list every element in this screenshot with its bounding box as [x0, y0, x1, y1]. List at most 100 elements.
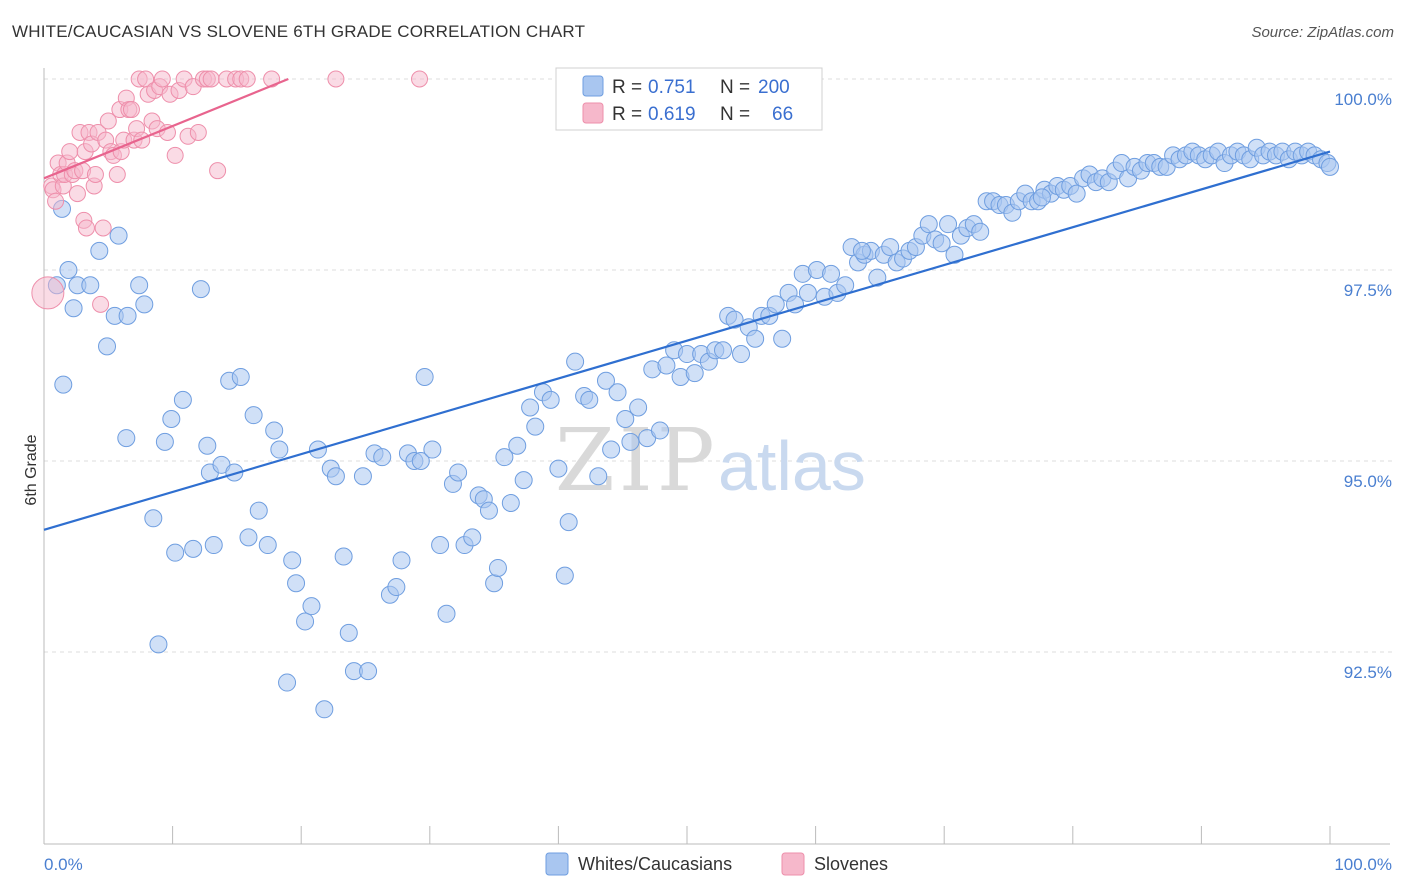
data-point-whites — [326, 467, 345, 486]
data-point-whites — [225, 463, 244, 482]
data-point-whites — [449, 463, 468, 482]
data-point-whites — [932, 234, 951, 253]
data-point-whites — [580, 390, 599, 409]
data-point-whites — [198, 436, 217, 455]
data-point-whites — [566, 352, 585, 371]
data-point-whites — [283, 551, 302, 570]
data-point-slovenes — [86, 166, 104, 183]
data-point-whites — [162, 409, 181, 428]
data-point-whites — [495, 448, 514, 467]
data-point-slovenes — [108, 166, 126, 183]
y-tick-label: 100.0% — [1334, 90, 1392, 109]
watermark: ZIP atlas — [555, 411, 866, 511]
data-point-whites — [339, 623, 358, 642]
data-point-whites — [244, 406, 263, 425]
data-point-whites — [945, 245, 964, 264]
data-point-whites — [602, 440, 621, 459]
data-point-whites — [302, 597, 321, 616]
data-point-whites — [431, 536, 450, 555]
data-point-whites — [270, 440, 289, 459]
series-legend: Whites/Caucasians Slovenes — [545, 852, 888, 876]
legend-r-label-2: R = — [612, 104, 642, 125]
data-point-whites — [278, 673, 297, 692]
tick-labels: 92.5% 95.0% 97.5% 100.0% 0.0% 100.0% — [44, 90, 1392, 874]
data-point-slovenes — [209, 162, 227, 180]
chart-source: Source: ZipAtlas.com — [1251, 24, 1394, 41]
data-point-whites — [939, 215, 958, 234]
data-point-slovenes — [153, 70, 171, 88]
data-point-whites — [657, 356, 676, 375]
data-point-whites — [555, 566, 574, 585]
data-point-slovenes — [189, 123, 207, 141]
data-point-whites — [798, 283, 817, 302]
data-point-whites — [514, 471, 533, 490]
data-point-slovenes — [92, 295, 110, 313]
data-point-whites — [315, 700, 334, 719]
data-point-slovenes — [202, 70, 220, 88]
data-point-slovenes — [47, 192, 65, 210]
data-point-whites — [166, 543, 185, 562]
data-point-whites — [144, 509, 163, 528]
legend-n-value-1: 200 — [758, 77, 790, 98]
data-point-whites — [249, 501, 268, 520]
legend-label-slovenes: Slovenes — [814, 854, 888, 874]
data-point-whites — [685, 364, 704, 383]
legend-r-value-1: 0.751 — [648, 77, 696, 98]
data-point-whites — [287, 574, 306, 593]
data-point-whites — [191, 280, 210, 299]
data-point-whites — [373, 448, 392, 467]
data-point-whites — [64, 299, 83, 318]
data-point-whites — [231, 367, 250, 386]
watermark-zip: ZIP — [555, 411, 719, 511]
trend-lines — [43, 77, 1331, 531]
stats-legend: R = 0.751 N = 200 R = 0.619 N = 66 — [555, 67, 823, 131]
data-point-whites — [596, 371, 615, 390]
data-point-whites — [621, 432, 640, 451]
data-point-whites — [650, 421, 669, 440]
data-point-whites — [98, 337, 117, 356]
data-point-whites — [501, 494, 520, 513]
data-point-whites — [135, 295, 154, 314]
chart-title: WHITE/CAUCASIAN VS SLOVENE 6TH GRADE COR… — [12, 22, 586, 41]
legend-swatch-pink — [582, 102, 604, 124]
data-point-whites — [1321, 157, 1339, 176]
data-point-whites — [629, 398, 648, 417]
data-point-whites — [463, 528, 482, 547]
data-point-whites — [353, 467, 372, 486]
data-point-whites — [265, 421, 284, 440]
data-point-whites — [589, 467, 608, 486]
data-point-whites — [479, 501, 498, 520]
legend-swatch-blue — [582, 75, 604, 97]
data-point-whites — [773, 329, 792, 348]
data-point-slovenes — [99, 112, 117, 130]
data-point-whites — [559, 513, 578, 532]
legend-n-value-2: 66 — [772, 104, 793, 125]
data-point-whites — [836, 276, 855, 295]
y-tick-label: 95.0% — [1344, 472, 1392, 491]
data-point-whites — [173, 390, 192, 409]
data-point-slovenes — [61, 143, 79, 161]
legend-label-whites: Whites/Caucasians — [578, 854, 732, 874]
data-point-whites — [59, 261, 78, 279]
data-point-whites — [411, 452, 430, 470]
data-point-whites — [852, 241, 871, 260]
data-point-whites — [149, 635, 168, 654]
x-tick-label-max: 100.0% — [1334, 855, 1392, 874]
data-point-whites — [766, 295, 785, 314]
data-point-slovenes — [411, 70, 429, 88]
data-point-whites — [54, 375, 73, 394]
data-point-whites — [359, 662, 378, 681]
data-point-whites — [732, 345, 751, 364]
legend-n-label-1: N = — [720, 77, 750, 98]
data-point-whites — [488, 558, 507, 577]
data-point-whites — [90, 241, 109, 260]
data-point-whites — [485, 574, 504, 593]
data-point-whites — [437, 604, 456, 623]
data-point-whites — [81, 276, 100, 295]
axes — [43, 68, 1390, 845]
data-point-whites — [392, 551, 411, 570]
y-tick-label: 97.5% — [1344, 281, 1392, 300]
watermark-atlas: atlas — [718, 427, 866, 505]
data-point-whites — [608, 383, 627, 402]
legend-r-value-2: 0.619 — [648, 104, 696, 125]
